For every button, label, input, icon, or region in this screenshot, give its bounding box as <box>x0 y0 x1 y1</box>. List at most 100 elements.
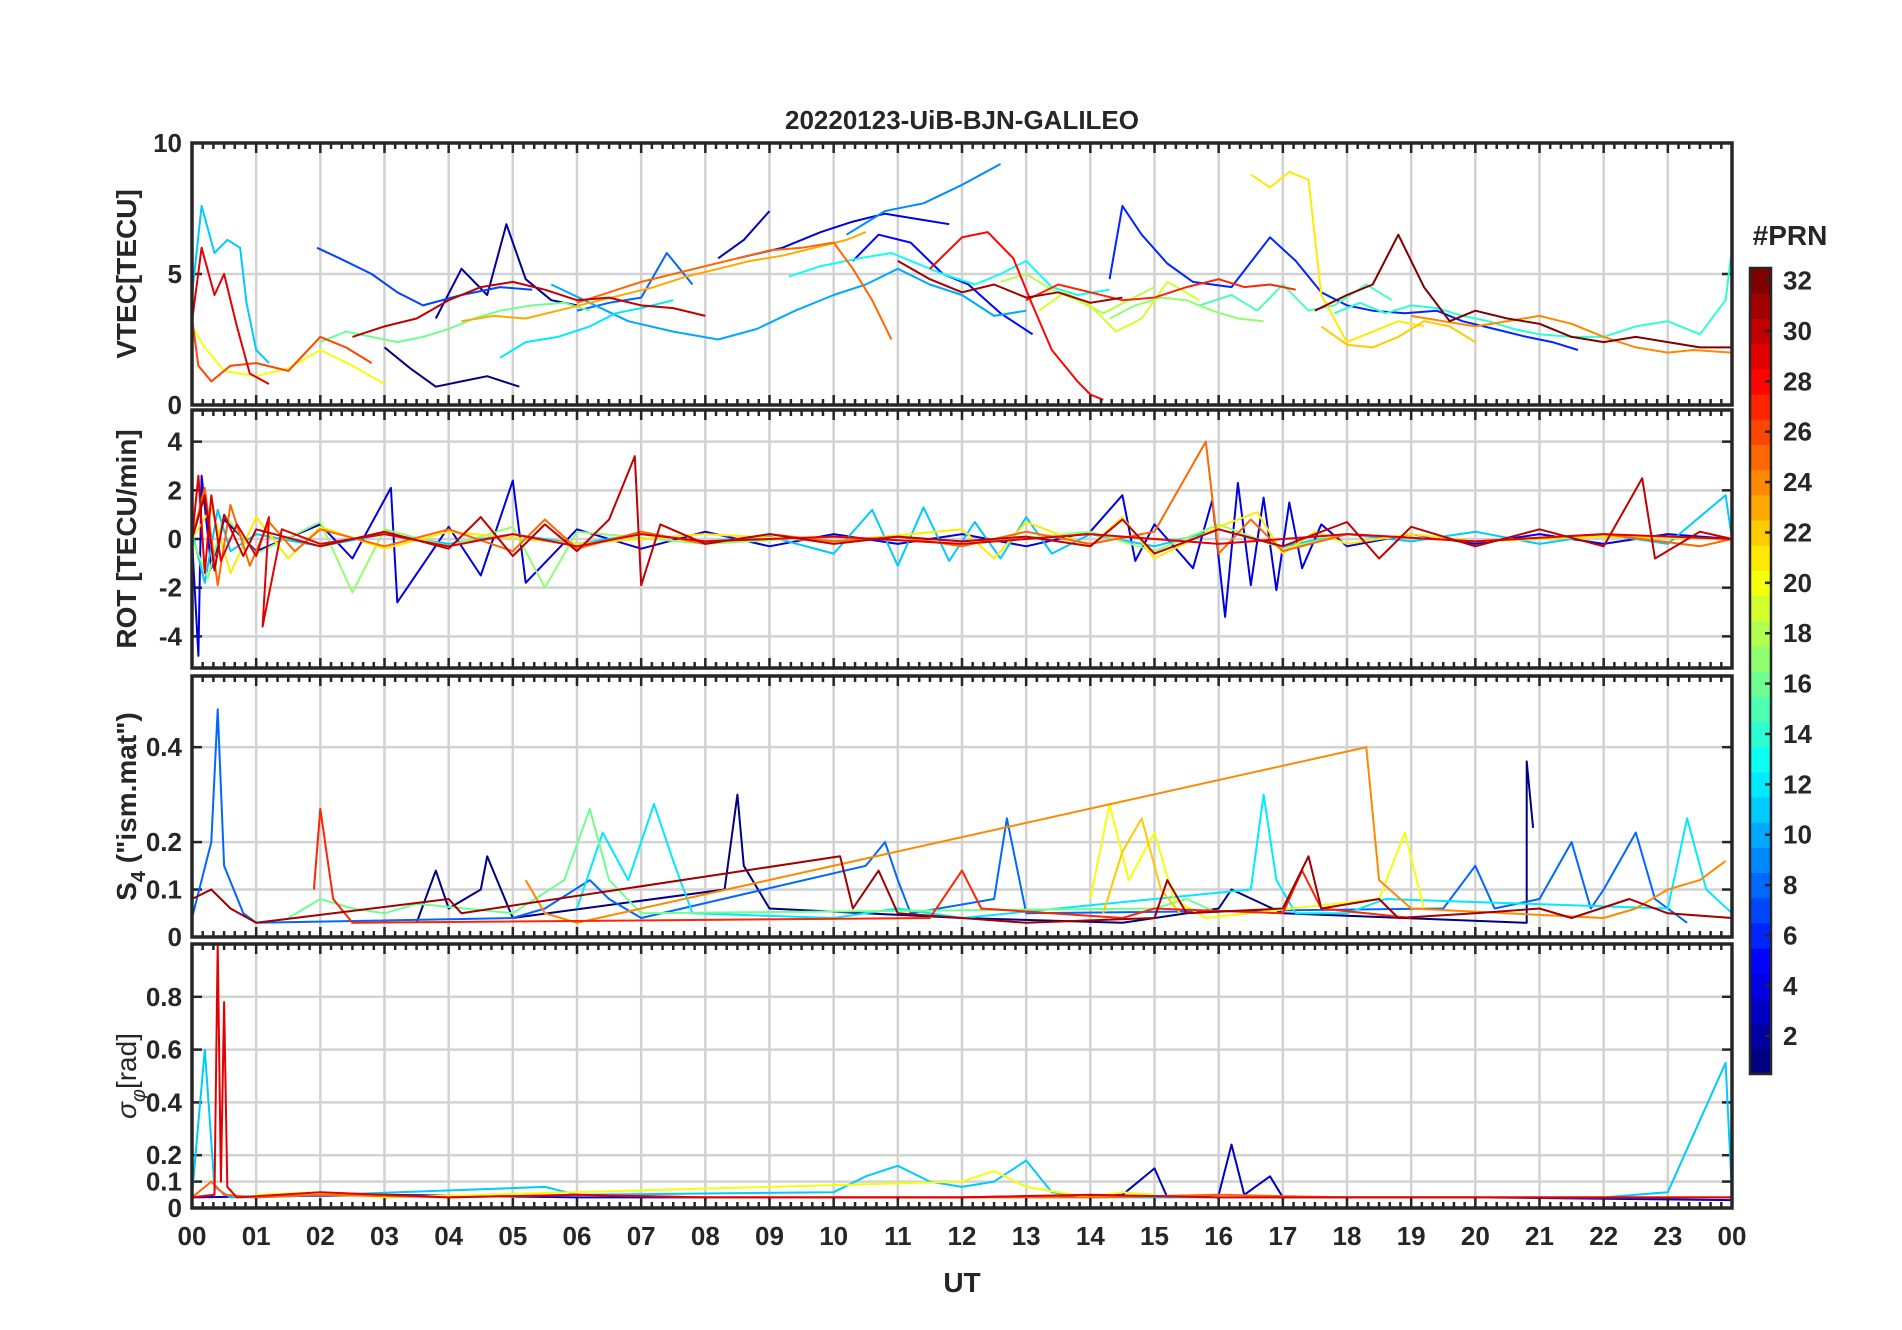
colorbar-tick-label: 8 <box>1783 870 1797 900</box>
y-tick-label: 0 <box>168 922 182 952</box>
colorbar-tick-label: 18 <box>1783 618 1812 648</box>
series-line-prn-30 <box>352 280 706 338</box>
axes-frame <box>190 141 1734 407</box>
colorbar-tick-label: 2 <box>1783 1021 1797 1051</box>
colorbar-swatch <box>1750 771 1771 798</box>
colorbar-swatch <box>1750 293 1771 319</box>
x-tick-label: 23 <box>1653 1221 1682 1251</box>
colorbar-swatch <box>1750 872 1771 899</box>
x-tick-label: 06 <box>563 1221 592 1251</box>
x-tick-label: 16 <box>1204 1221 1233 1251</box>
y-tick-label: 0.1 <box>146 875 182 905</box>
y-axis-title-s4: S4 ("ism.mat") <box>111 712 150 901</box>
colorbar-tick-label: 12 <box>1783 769 1812 799</box>
series-line-prn-9 <box>845 163 1001 236</box>
colorbar-swatch <box>1750 1048 1771 1075</box>
y-axis-title-vtec: VTEC[TECU] <box>111 189 142 359</box>
colorbar-swatch <box>1750 393 1771 420</box>
colorbar-swatch <box>1750 696 1771 722</box>
series-line-prn-13 <box>788 252 1110 296</box>
x-tick-label: 04 <box>434 1221 463 1251</box>
x-tick-label: 08 <box>691 1221 720 1251</box>
colorbar-swatch <box>1750 444 1771 471</box>
colorbar-tick-label: 10 <box>1783 820 1812 850</box>
series-line-prn-8 <box>191 708 1688 924</box>
colorbar-swatch <box>1750 746 1771 773</box>
colorbar-swatch <box>1750 620 1771 647</box>
series-line-prn-26 <box>191 318 373 383</box>
colorbar-swatch <box>1750 268 1771 294</box>
colorbar-tick-label: 14 <box>1783 719 1812 749</box>
series-line-prn-31 <box>191 855 1733 924</box>
series-line-prn-22 <box>1320 320 1476 349</box>
series-line-prn-29 <box>191 943 1732 1199</box>
series-line-prn-29 <box>191 474 1733 628</box>
x-tick-label: 01 <box>242 1221 271 1251</box>
colorbar-tick-label: 24 <box>1783 467 1812 497</box>
colorbar-frame <box>1748 266 1773 1076</box>
panel-sigma_phi: 00.10.2 0.4 0.6 0.8 σφ[rad] <box>111 942 1734 1223</box>
series-line-prn-11 <box>191 204 270 364</box>
series-line-prn-21 <box>1250 170 1425 344</box>
y-tick-label: 0 <box>168 390 182 420</box>
x-tick-label: 13 <box>1012 1221 1041 1251</box>
colorbar-tick-label: 20 <box>1783 568 1812 598</box>
colorbar-tick-label: 16 <box>1783 669 1812 699</box>
x-tick-label: 20 <box>1461 1221 1490 1251</box>
x-tick-label: 18 <box>1333 1221 1362 1251</box>
chart-title: 20220123-UiB-BJN-GALILEO <box>785 105 1139 135</box>
series-line-prn-24 <box>1411 314 1733 354</box>
y-tick-label: 0.1 <box>146 1167 182 1197</box>
x-tick-label: 12 <box>948 1221 977 1251</box>
colorbar-swatch <box>1750 1023 1771 1050</box>
colorbar-swatch <box>1750 847 1771 874</box>
series-line-prn-16 <box>319 301 591 344</box>
panel-vtec: 0 5 10 VTEC[TECU] <box>111 128 1734 420</box>
x-tick-label: 21 <box>1525 1221 1554 1251</box>
x-tick-label: 19 <box>1397 1221 1426 1251</box>
colorbar-tick-label: 32 <box>1783 266 1812 296</box>
series-line-prn-1 <box>383 346 520 388</box>
y-tick-label: 10 <box>153 128 182 158</box>
x-tick-label: 22 <box>1589 1221 1618 1251</box>
series-line-prn-19 <box>1038 280 1200 333</box>
series-line-prn-31 <box>897 260 1123 304</box>
colorbar-swatch <box>1750 595 1771 622</box>
series-line-prn-3 <box>717 210 771 260</box>
x-tick-label: 11 <box>884 1221 912 1251</box>
colorbar-swatch <box>1750 998 1771 1025</box>
series-line-prn-4 <box>737 212 950 260</box>
colorbar-title: #PRN <box>1753 220 1828 251</box>
y-axis-title-sigma_phi: σφ[rad] <box>111 1033 150 1119</box>
y-tick-label: 0 <box>168 1193 182 1223</box>
series-line-prn-6 <box>1108 204 1579 351</box>
colorbar-tick-label: 22 <box>1783 517 1812 547</box>
y-tick-label: 0.2 <box>146 827 182 857</box>
panel-rot: -4 -2 0 2 4 ROT [TECU/min] <box>111 408 1734 670</box>
axes-frame <box>190 942 1734 1210</box>
colorbar-tick-label: 30 <box>1783 316 1812 346</box>
series-line-prn-22 <box>1102 817 1181 914</box>
x-tick-label: 17 <box>1268 1221 1297 1251</box>
series-line-prn-25 <box>576 241 893 340</box>
colorbar-swatch <box>1750 519 1771 546</box>
series-line-prn-15 <box>1199 283 1393 312</box>
colorbar-swatch <box>1750 318 1771 345</box>
colorbar-swatch <box>1750 368 1771 395</box>
colorbar-swatch <box>1750 419 1771 445</box>
y-tick-label: 0.6 <box>146 1035 182 1065</box>
axes-frame <box>190 408 1734 670</box>
x-tick-label: 10 <box>819 1221 848 1251</box>
colorbar-swatch <box>1750 721 1771 748</box>
colorbar-swatch <box>1750 897 1771 924</box>
colorbar-tick-label: 28 <box>1783 366 1812 396</box>
x-tick-label: 14 <box>1076 1221 1105 1251</box>
y-tick-label: 0.4 <box>146 732 183 762</box>
y-tick-label: 5 <box>168 259 182 289</box>
panel-s4: 0 0.1 0.2 0.4S4 ("ism.mat") <box>111 674 1734 952</box>
series-line-prn-10 <box>550 267 1027 341</box>
colorbar-swatch <box>1750 343 1771 370</box>
colorbar-swatch <box>1750 645 1771 672</box>
x-tick-label: 09 <box>755 1221 784 1251</box>
